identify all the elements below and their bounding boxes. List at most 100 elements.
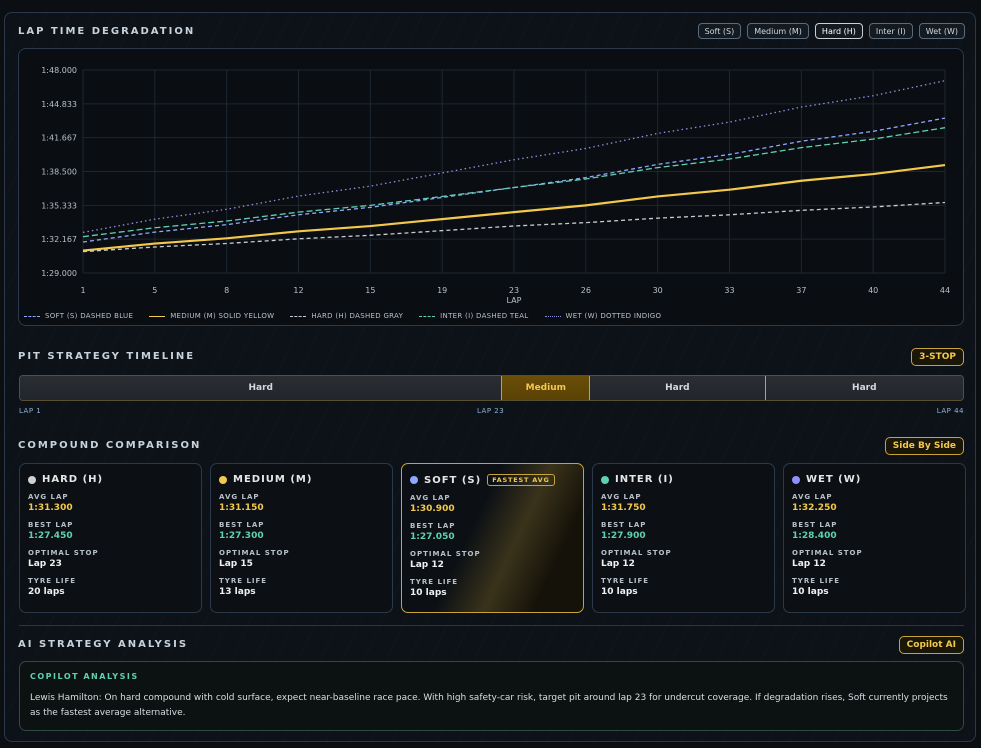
copilot-ai-button[interactable]: Copilot AI — [898, 636, 964, 654]
best-lap-value: 1:27.300 — [219, 531, 264, 541]
tyre-life-value: 13 laps — [219, 587, 256, 597]
legend-label: HARD (H) DASHED GRAY — [311, 312, 404, 320]
card-header: SOFT (S) FASTEST AVG — [410, 474, 575, 486]
best-lap-label: BEST LAP — [28, 521, 74, 529]
best-lap-value: 1:27.900 — [601, 531, 646, 541]
tyre-life-label: TYRE LIFE — [410, 578, 459, 586]
y-tick-label: 1:48.000 — [41, 66, 77, 75]
card-header: INTER (I) — [601, 474, 766, 485]
card-header: WET (W) — [792, 474, 957, 485]
legend-swatch — [290, 315, 307, 317]
optimal-stop-label: OPTIMAL STOP — [219, 549, 290, 557]
stop-count-badge[interactable]: 3-STOP — [911, 348, 964, 366]
series-line-3 — [82, 127, 946, 238]
best-lap-value: 1:27.050 — [410, 532, 455, 542]
compound-card[interactable]: INTER (I) AVG LAP 1:31.750 BEST LAP 1:27.900… — [592, 463, 775, 613]
side-by-side-button[interactable]: Side By Side — [884, 437, 964, 455]
compound-dot-icon — [792, 475, 800, 484]
compound-card[interactable]: SOFT (S) FASTEST AVG AVG LAP 1:30.900 BEST L… — [401, 463, 584, 613]
best-lap-label: BEST LAP — [601, 521, 647, 529]
compound-name: INTER (I) — [615, 474, 674, 485]
legend-swatch — [419, 315, 436, 317]
x-tick-label: 33 — [724, 286, 734, 295]
tyre-life-value: 20 laps — [28, 587, 65, 597]
y-tick-label: 1:29.000 — [41, 269, 77, 278]
x-tick-label: 19 — [437, 286, 447, 295]
compound-name: WET (W) — [806, 474, 862, 485]
timeline-end-label: LAP 44 — [936, 407, 964, 415]
stint-hard[interactable]: Hard — [20, 376, 503, 400]
best-lap-label: BEST LAP — [219, 521, 265, 529]
tyre-life-label: TYRE LIFE — [792, 577, 841, 585]
ai-analysis-title: AI STRATEGY ANALYSIS — [18, 639, 189, 650]
tyre-life-label: TYRE LIFE — [28, 577, 77, 585]
y-tick-label: 1:32.167 — [41, 235, 77, 244]
legend-swatch — [24, 315, 40, 317]
avg-lap-value: 1:31.300 — [28, 503, 73, 513]
compound-card[interactable]: WET (W) AVG LAP 1:32.250 BEST LAP 1:28.400 OP… — [783, 463, 966, 613]
stint-medium[interactable]: Medium — [502, 376, 591, 400]
compound-button-3[interactable]: Inter (I) — [868, 23, 913, 39]
series-line-1 — [82, 163, 946, 252]
y-tick-label: 1:44.833 — [41, 100, 77, 109]
legend-item: MEDIUM (M) SOLID YELLOW — [149, 312, 274, 320]
legend-item: SOFT (S) DASHED BLUE — [24, 312, 133, 320]
compound-button-1[interactable]: Medium (M) — [747, 23, 809, 39]
optimal-stop-value: Lap 12 — [601, 559, 635, 569]
y-tick-label: 1:38.500 — [41, 168, 77, 177]
avg-lap-label: AVG LAP — [28, 493, 69, 501]
tyre-life-value: 10 laps — [410, 588, 447, 598]
avg-lap-label: AVG LAP — [410, 494, 451, 502]
tyre-life-label: TYRE LIFE — [601, 577, 650, 585]
compound-dot-icon — [219, 475, 227, 484]
degradation-chart: 1:29.000 1:32.167 1:35.333 1:38.500 1:41.667… — [18, 48, 964, 326]
tyre-life-value: 10 laps — [792, 587, 829, 597]
x-axis-label: LAP — [507, 296, 522, 305]
copilot-analysis-text: Lewis Hamilton: On hard compound with co… — [30, 693, 948, 718]
series-line-0 — [82, 117, 946, 243]
legend-label: INTER (I) DASHED TEAL — [440, 312, 529, 320]
y-tick-label: 1:41.667 — [41, 134, 77, 143]
compound-button-2[interactable]: Hard (H) — [814, 23, 863, 39]
degradation-title: LAP TIME DEGRADATION — [18, 26, 196, 37]
x-tick-label: 40 — [868, 286, 878, 295]
tyre-life-value: 10 laps — [601, 587, 638, 597]
avg-lap-label: AVG LAP — [219, 493, 260, 501]
optimal-stop-value: Lap 12 — [792, 559, 826, 569]
x-tick-label: 12 — [293, 286, 303, 295]
x-tick-label: 37 — [796, 286, 806, 295]
compound-card[interactable]: MEDIUM (M) AVG LAP 1:31.150 BEST LAP 1:27.30… — [210, 463, 393, 613]
optimal-stop-value: Lap 12 — [410, 560, 444, 570]
avg-lap-value: 1:32.250 — [792, 503, 837, 513]
optimal-stop-value: Lap 15 — [219, 559, 253, 569]
avg-lap-value: 1:30.900 — [410, 504, 455, 514]
compound-cards: HARD (H) AVG LAP 1:31.300 BEST LAP 1:27.450 O… — [19, 463, 966, 613]
timeline-start-label: LAP 1 — [19, 407, 42, 415]
legend-item: INTER (I) DASHED TEAL — [419, 312, 528, 320]
stint-hard[interactable]: Hard — [590, 376, 766, 400]
section-divider — [19, 625, 964, 626]
compound-dot-icon — [601, 475, 609, 484]
pit-timeline: Hard Medium Hard Hard — [19, 375, 964, 401]
compound-button-4[interactable]: Wet (W) — [918, 23, 965, 39]
series-line-2 — [82, 201, 946, 253]
optimal-stop-label: OPTIMAL STOP — [601, 549, 672, 557]
tyre-life-label: TYRE LIFE — [219, 577, 268, 585]
legend-item: HARD (H) DASHED GRAY — [290, 312, 403, 320]
legend-label: MEDIUM (M) SOLID YELLOW — [170, 312, 275, 320]
series-line-4 — [82, 80, 946, 234]
x-tick-label: 1 — [80, 286, 85, 295]
stint-hard[interactable]: Hard — [765, 376, 963, 400]
optimal-stop-label: OPTIMAL STOP — [28, 549, 99, 557]
card-header: HARD (H) — [28, 474, 193, 485]
optimal-stop-label: OPTIMAL STOP — [410, 550, 481, 558]
x-tick-label: 5 — [152, 286, 157, 295]
best-lap-label: BEST LAP — [792, 521, 838, 529]
compound-name: MEDIUM (M) — [233, 474, 313, 485]
compound-button-0[interactable]: Soft (S) — [697, 23, 742, 39]
compound-card[interactable]: HARD (H) AVG LAP 1:31.300 BEST LAP 1:27.450 O… — [19, 463, 202, 613]
legend-swatch — [544, 315, 561, 317]
compound-filter-group: Soft (S) Medium (M) Hard (H) Inter (I) Wet (… — [697, 23, 965, 39]
optimal-stop-value: Lap 23 — [28, 559, 62, 569]
copilot-analysis-heading: COPILOT ANALYSIS — [30, 672, 139, 681]
